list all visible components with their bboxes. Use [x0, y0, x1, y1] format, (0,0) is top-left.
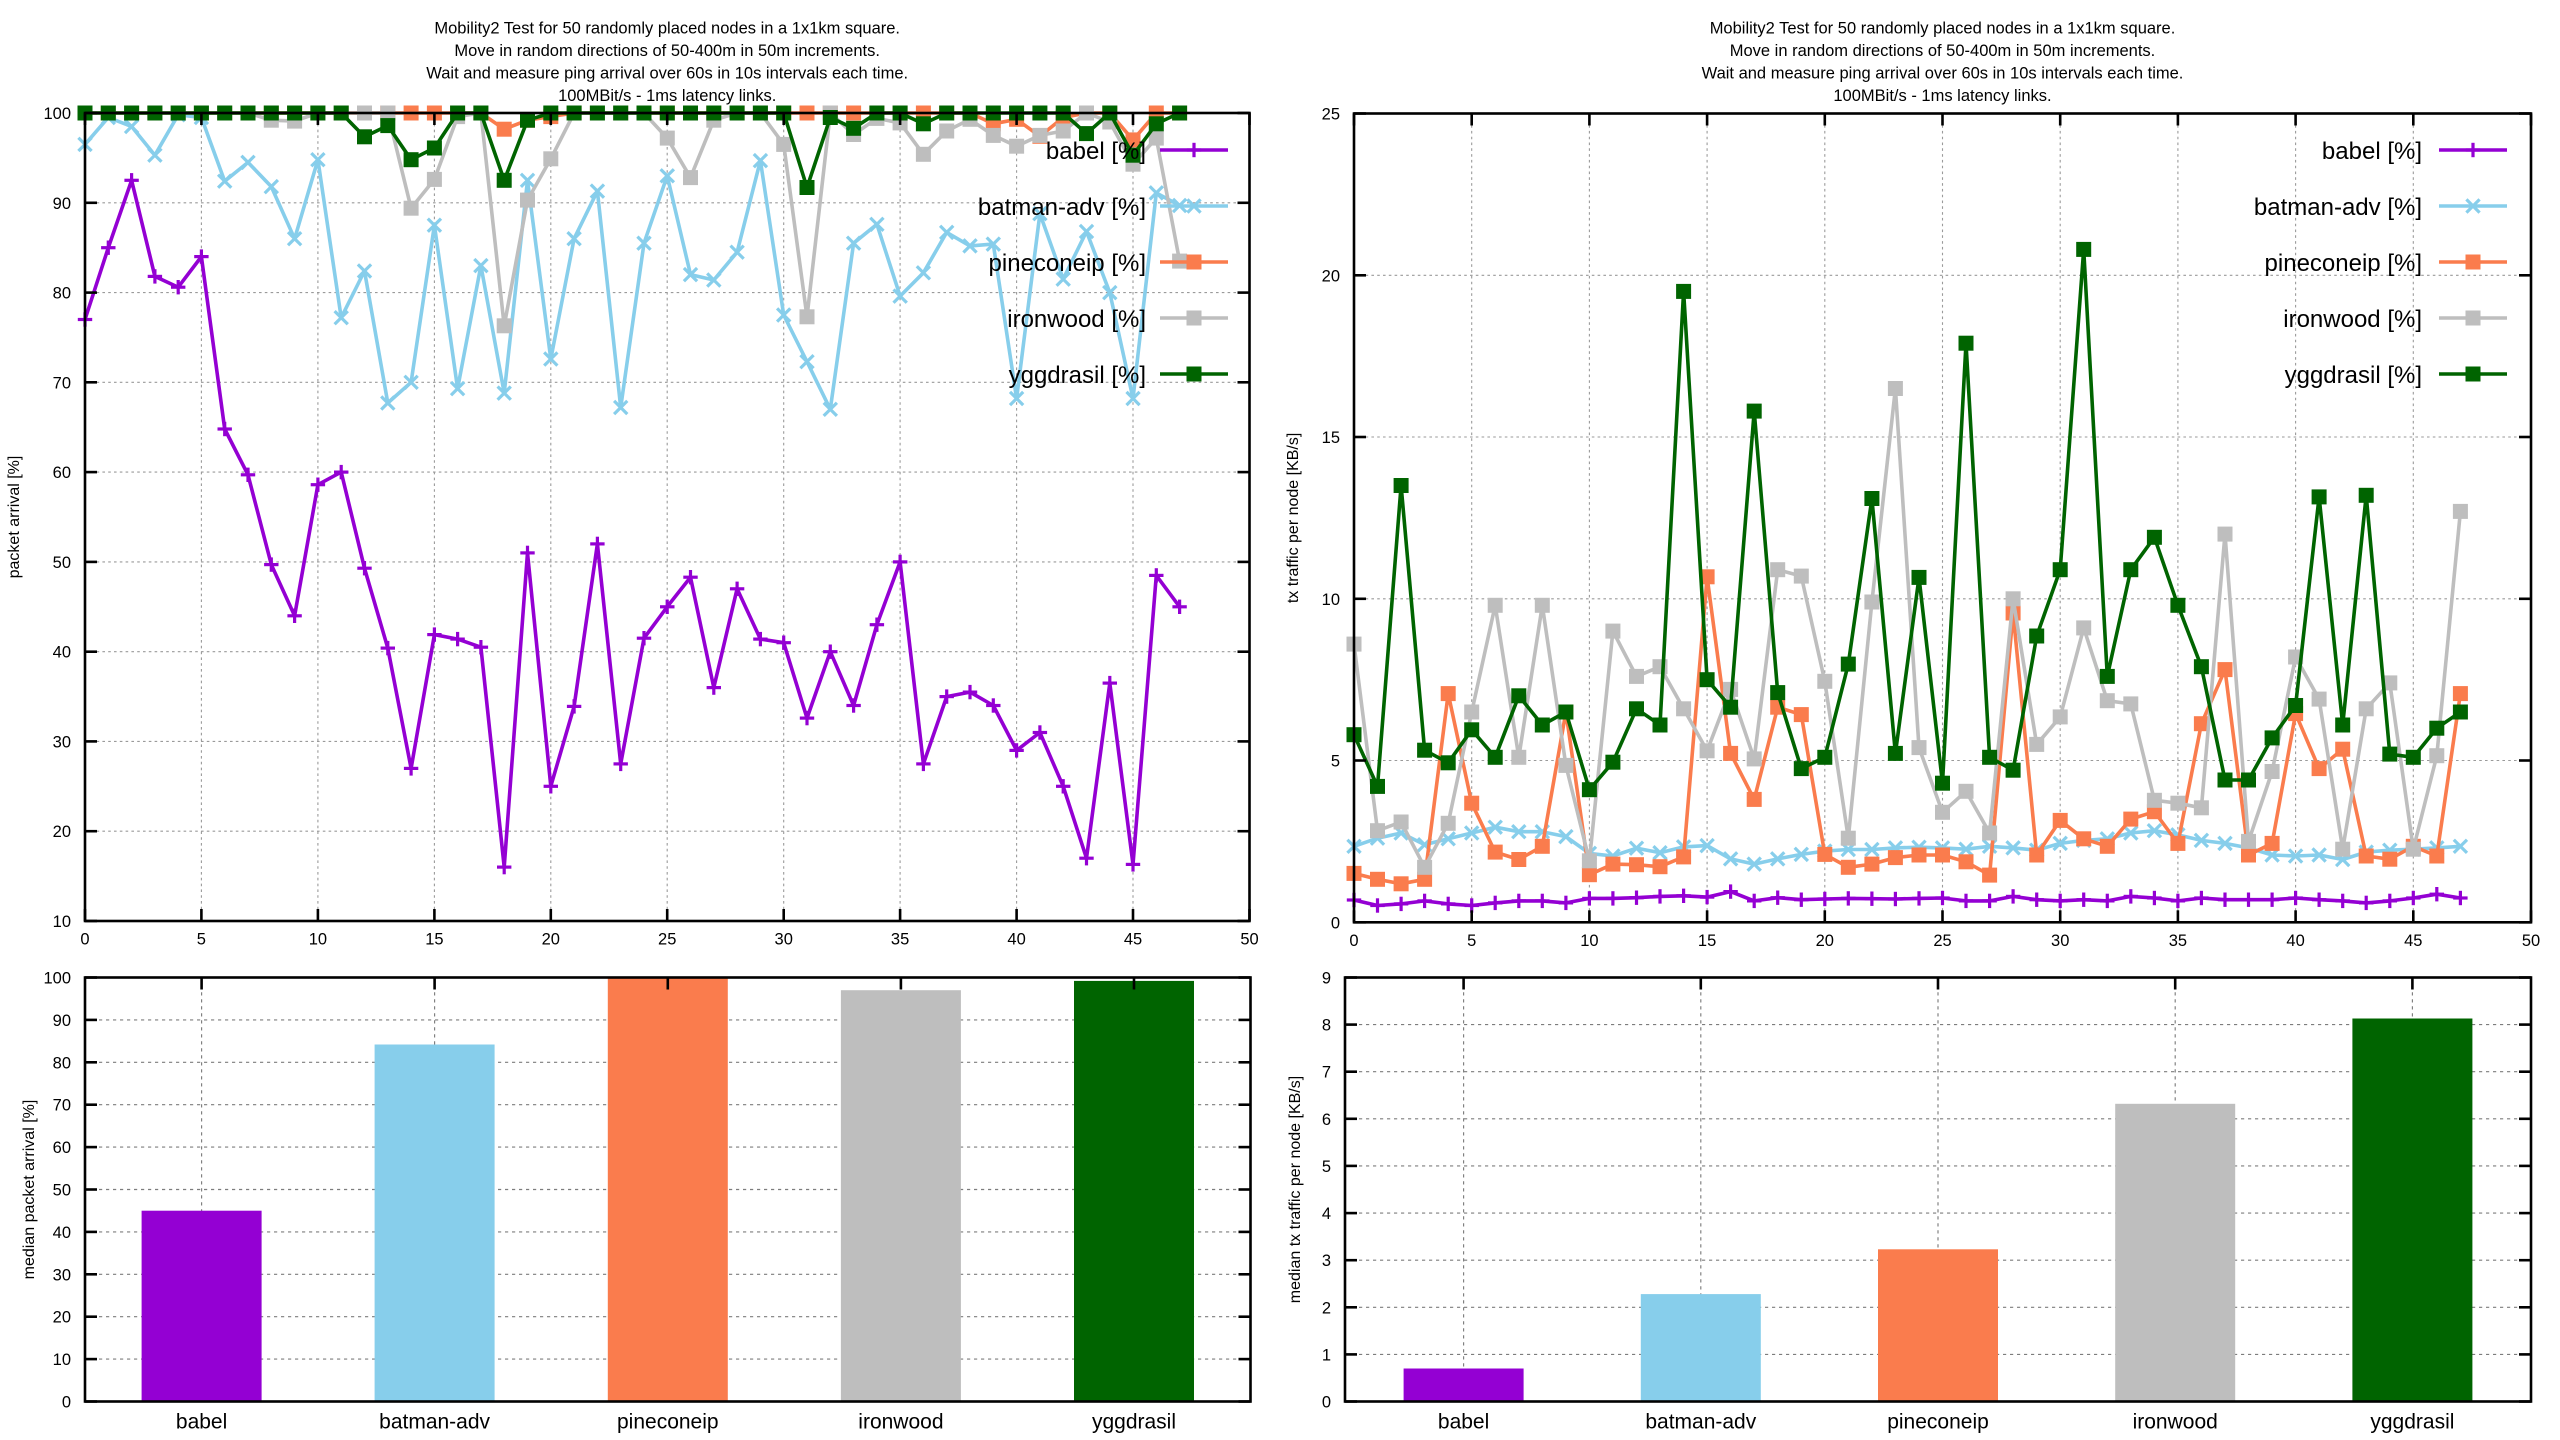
- svg-text:0: 0: [62, 1394, 71, 1412]
- svg-text:50: 50: [1240, 931, 1258, 949]
- svg-text:100: 100: [43, 105, 71, 123]
- svg-text:yggdrasil: yggdrasil: [2370, 1411, 2454, 1434]
- svg-text:ironwood: ironwood: [858, 1411, 943, 1434]
- svg-text:yggdrasil [%]: yggdrasil [%]: [1009, 362, 1146, 389]
- svg-text:2: 2: [1322, 1299, 1331, 1317]
- svg-text:30: 30: [53, 733, 71, 751]
- svg-text:30: 30: [53, 1266, 71, 1284]
- svg-text:pineconeip: pineconeip: [1887, 1411, 1989, 1434]
- svg-text:0: 0: [1331, 914, 1340, 932]
- svg-text:9: 9: [1322, 970, 1331, 988]
- svg-text:20: 20: [542, 931, 560, 949]
- svg-text:10: 10: [1322, 591, 1340, 609]
- svg-text:100: 100: [43, 970, 71, 988]
- svg-text:babel: babel: [176, 1411, 227, 1434]
- svg-text:20: 20: [1816, 932, 1834, 950]
- svg-text:pineconeip [%]: pineconeip [%]: [989, 250, 1146, 277]
- svg-text:40: 40: [2286, 932, 2304, 950]
- svg-text:10: 10: [1580, 932, 1598, 950]
- svg-text:pineconeip [%]: pineconeip [%]: [2265, 250, 2422, 277]
- svg-text:25: 25: [1322, 106, 1340, 124]
- svg-text:10: 10: [309, 931, 327, 949]
- svg-text:60: 60: [53, 1139, 71, 1157]
- svg-text:45: 45: [2404, 932, 2422, 950]
- svg-text:batman-adv: batman-adv: [1645, 1411, 1756, 1434]
- svg-text:8: 8: [1322, 1017, 1331, 1035]
- svg-text:90: 90: [53, 1012, 71, 1030]
- svg-text:ironwood [%]: ironwood [%]: [1007, 306, 1146, 333]
- svg-text:batman-adv: batman-adv: [379, 1411, 490, 1434]
- svg-text:Move in random directions of 5: Move in random directions of 50-400m in …: [1730, 42, 2156, 60]
- svg-text:0: 0: [80, 931, 89, 949]
- svg-text:babel: babel: [1438, 1411, 1489, 1434]
- svg-text:90: 90: [53, 195, 71, 213]
- svg-text:10: 10: [53, 913, 71, 931]
- svg-text:Mobility2 Test for 50 randomly: Mobility2 Test for 50 randomly placed no…: [1710, 20, 2176, 38]
- svg-text:7: 7: [1322, 1064, 1331, 1082]
- svg-text:6: 6: [1322, 1111, 1331, 1129]
- svg-text:Mobility2 Test for 50 randomly: Mobility2 Test for 50 randomly placed no…: [434, 20, 900, 38]
- svg-text:70: 70: [53, 374, 71, 392]
- svg-text:15: 15: [425, 931, 443, 949]
- svg-text:15: 15: [1698, 932, 1716, 950]
- svg-text:30: 30: [775, 931, 793, 949]
- svg-text:0: 0: [1322, 1394, 1331, 1412]
- svg-text:40: 40: [53, 1224, 71, 1242]
- svg-text:100MBit/s - 1ms latency links.: 100MBit/s - 1ms latency links.: [558, 87, 776, 105]
- svg-text:25: 25: [658, 931, 676, 949]
- svg-text:30: 30: [2051, 932, 2069, 950]
- svg-text:ironwood [%]: ironwood [%]: [2283, 306, 2422, 333]
- svg-text:5: 5: [1322, 1158, 1331, 1176]
- svg-text:35: 35: [891, 931, 909, 949]
- svg-text:yggdrasil [%]: yggdrasil [%]: [2285, 362, 2422, 389]
- svg-text:100MBit/s - 1ms latency links.: 100MBit/s - 1ms latency links.: [1833, 87, 2051, 105]
- svg-text:3: 3: [1322, 1252, 1331, 1270]
- svg-text:50: 50: [53, 1182, 71, 1200]
- svg-text:20: 20: [53, 1309, 71, 1327]
- svg-text:5: 5: [1331, 753, 1340, 771]
- svg-text:5: 5: [1467, 932, 1476, 950]
- svg-text:50: 50: [53, 554, 71, 572]
- svg-text:20: 20: [53, 823, 71, 841]
- svg-text:40: 40: [53, 644, 71, 662]
- svg-text:80: 80: [53, 285, 71, 303]
- svg-text:80: 80: [53, 1054, 71, 1072]
- svg-text:babel [%]: babel [%]: [2322, 138, 2422, 165]
- svg-text:5: 5: [197, 931, 206, 949]
- svg-text:babel [%]: babel [%]: [1046, 138, 1146, 165]
- svg-text:batman-adv [%]: batman-adv [%]: [2254, 194, 2422, 221]
- svg-text:0: 0: [1349, 932, 1358, 950]
- svg-text:70: 70: [53, 1097, 71, 1115]
- svg-text:yggdrasil: yggdrasil: [1092, 1411, 1176, 1434]
- svg-text:50: 50: [2522, 932, 2540, 950]
- svg-text:20: 20: [1322, 267, 1340, 285]
- svg-text:batman-adv [%]: batman-adv [%]: [978, 194, 1146, 221]
- svg-text:10: 10: [53, 1351, 71, 1369]
- svg-text:Move in random directions of 5: Move in random directions of 50-400m in …: [454, 42, 880, 60]
- svg-text:Wait and measure ping arrival: Wait and measure ping arrival over 60s i…: [1702, 65, 2184, 83]
- svg-text:ironwood: ironwood: [2133, 1411, 2218, 1434]
- svg-text:1: 1: [1322, 1346, 1331, 1364]
- svg-text:15: 15: [1322, 429, 1340, 447]
- svg-text:35: 35: [2169, 932, 2187, 950]
- svg-text:40: 40: [1007, 931, 1025, 949]
- svg-text:25: 25: [1933, 932, 1951, 950]
- svg-text:pineconeip: pineconeip: [617, 1411, 719, 1434]
- svg-text:45: 45: [1124, 931, 1142, 949]
- svg-text:packet arrival [%]: packet arrival [%]: [6, 456, 23, 579]
- svg-text:median packet arrival [%]: median packet arrival [%]: [21, 1100, 38, 1280]
- svg-text:tx traffic per node [KB/s]: tx traffic per node [KB/s]: [1285, 433, 1302, 603]
- svg-text:60: 60: [53, 464, 71, 482]
- svg-text:median tx traffic per node [KB: median tx traffic per node [KB/s]: [1287, 1076, 1304, 1303]
- svg-text:4: 4: [1322, 1205, 1331, 1223]
- svg-text:Wait and measure ping arrival: Wait and measure ping arrival over 60s i…: [426, 65, 908, 83]
